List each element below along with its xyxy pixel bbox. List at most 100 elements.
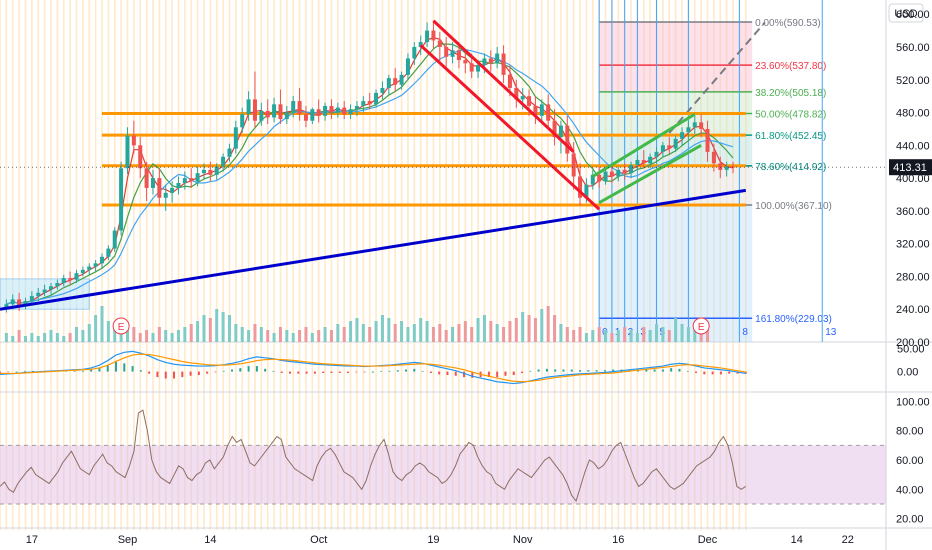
candle-body <box>112 230 117 249</box>
volume-bar <box>94 315 98 342</box>
macd-histogram-bar <box>595 370 598 372</box>
macd-histogram-bar <box>487 371 490 378</box>
macd-histogram-bar <box>371 371 374 373</box>
macd-histogram-bar <box>15 371 18 373</box>
projection-line <box>668 21 766 134</box>
candle-body <box>214 166 219 175</box>
fib-level-label: 161.80%(229.03) <box>755 314 832 325</box>
macd-histogram-bar <box>131 366 134 372</box>
macd-histogram-bar <box>330 371 333 373</box>
fib-time-label: 8 <box>742 327 748 338</box>
candle-body <box>456 50 461 61</box>
volume-bar <box>438 324 442 342</box>
volume-bar <box>259 327 263 342</box>
volume-bar <box>100 306 104 342</box>
macd-histogram-bar <box>206 371 209 374</box>
candle-body <box>99 256 104 264</box>
candle-body <box>348 109 353 115</box>
macd-histogram-bar <box>32 370 35 372</box>
candle-body <box>405 58 410 75</box>
volume-bar <box>81 330 85 342</box>
candle-body <box>597 174 602 182</box>
volume-bar <box>266 330 270 342</box>
volume-bar <box>674 318 678 342</box>
fib-time-label: 13 <box>825 327 837 338</box>
macd-histogram-bar <box>272 370 275 372</box>
earnings-label: E <box>118 322 125 333</box>
macd-histogram-bar <box>521 371 524 373</box>
rsi-tick-label: 100.00 <box>896 396 930 408</box>
macd-histogram-bar <box>512 371 515 376</box>
macd-histogram-bar <box>438 371 441 375</box>
candle-body <box>106 248 111 257</box>
macd-histogram-bar <box>239 368 242 372</box>
bull-channel-upper <box>592 112 696 178</box>
price-tick-label: 280.00 <box>896 271 930 283</box>
candle-body <box>354 105 359 110</box>
volume-bar <box>272 333 276 342</box>
candle-body <box>48 286 53 290</box>
candle-body <box>463 60 468 64</box>
volume-bar <box>482 315 486 342</box>
candle-body <box>189 178 194 182</box>
candle-body <box>425 30 430 43</box>
macd-histogram-bar <box>653 369 656 372</box>
candle-body <box>616 169 621 177</box>
candle-body <box>711 151 716 164</box>
candle-body <box>36 292 41 297</box>
volume-bar <box>699 333 703 342</box>
macd-histogram-bar <box>554 369 557 372</box>
volume-bar <box>253 324 257 342</box>
volume-bar <box>125 330 129 342</box>
macd-histogram-bar <box>305 371 308 374</box>
candle-body <box>125 135 130 169</box>
candle-body <box>444 46 449 57</box>
candle-body <box>584 184 589 198</box>
candle-body <box>552 120 557 138</box>
candle-body <box>323 105 328 116</box>
candle-body <box>310 109 315 121</box>
volume-bar <box>578 327 582 342</box>
time-tick-label: 17 <box>26 534 38 546</box>
candle-body <box>367 101 372 105</box>
volume-bar <box>451 327 455 342</box>
candle-body <box>558 125 563 138</box>
volume-bar <box>49 330 53 342</box>
candle-body <box>680 132 685 139</box>
macd-histogram-bar <box>703 371 706 375</box>
macd-tick-label: 0.00 <box>897 367 918 379</box>
volume-bar <box>655 324 659 342</box>
price-tick-label: 480.00 <box>896 108 930 120</box>
currency-button[interactable] <box>888 3 924 23</box>
volume-bar <box>176 330 180 342</box>
candle-body <box>731 166 736 168</box>
rsi-tick-label: 80.00 <box>896 426 924 438</box>
candle-body <box>227 148 232 157</box>
volume-bar <box>521 312 525 342</box>
fib-level-label: 23.60%(537.80) <box>755 61 826 72</box>
time-tick-label: 14 <box>204 534 216 546</box>
candle-body <box>539 104 544 116</box>
volume-bar <box>145 330 149 342</box>
volume-bar <box>247 330 251 342</box>
macd-histogram-bar <box>0 371 1 373</box>
volume-bar <box>138 333 142 342</box>
volume-bar <box>23 336 27 342</box>
price-axis[interactable]: USD 200.00 240.00 280.00 320.00 360.00 400.00… <box>0 3 930 349</box>
candle-body <box>182 178 187 184</box>
candle-body <box>546 104 551 121</box>
candle-body <box>361 101 366 106</box>
volume-bar <box>132 327 136 342</box>
volume-bar <box>304 327 308 342</box>
earnings-marker <box>692 317 710 335</box>
candle-body <box>74 273 79 280</box>
price-tick-label: 200.00 <box>896 337 930 349</box>
candle-body <box>10 299 15 305</box>
volume-bar <box>553 315 557 342</box>
candle-body <box>667 145 672 149</box>
candle-body <box>246 99 251 115</box>
price-tick-label: 360.00 <box>896 206 930 218</box>
volume-bar <box>11 336 15 342</box>
